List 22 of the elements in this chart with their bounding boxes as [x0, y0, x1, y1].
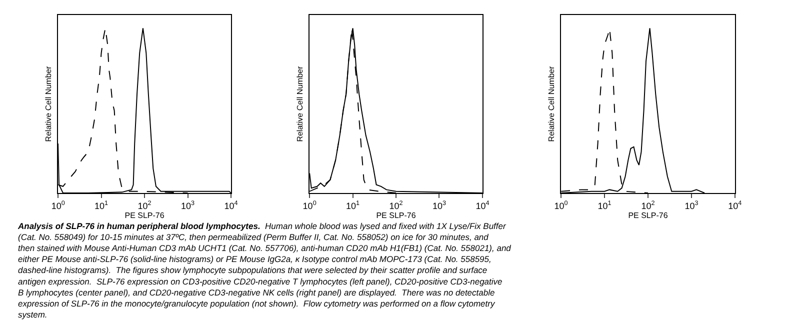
- y-axis-title: Relative Cell Number: [546, 66, 556, 142]
- x-axis-title: PE SLP-76: [376, 210, 416, 220]
- text: Analysis of SLP-76 in human peripheral blood lymphocytes.: [17, 221, 260, 231]
- x-tick-label: 10$^{0}$: [554, 200, 568, 211]
- x-tick-label: 10$^{2}$: [138, 200, 152, 211]
- x-tick-label: 10$^{3}$: [180, 200, 196, 211]
- x-tick-label: 10$^{2}$: [389, 200, 404, 211]
- x-tick-label: 10$^{4}$: [224, 200, 238, 211]
- x-tick-label: 10$^{0}$: [51, 200, 66, 211]
- x-tick-label: 10$^{4}$: [476, 200, 490, 211]
- x-tick-label: 10$^{3}$: [684, 200, 699, 211]
- x-axis-title: PE SLP-76: [628, 210, 668, 220]
- x-tick-label: 10$^{3}$: [432, 200, 446, 211]
- x-tick-label: 10$^{1}$: [598, 200, 612, 211]
- x-tick-label: 10$^{2}$: [641, 200, 656, 211]
- x-tick-label: 10$^{0}$: [302, 200, 317, 211]
- y-axis-title: Relative Cell Number: [295, 66, 304, 142]
- x-tick-label: 10$^{4}$: [728, 200, 742, 211]
- x-tick-label: 10$^{1}$: [346, 200, 360, 211]
- x-axis-title: PE SLP-76: [124, 210, 165, 220]
- y-axis-title: Relative Cell Number: [44, 66, 53, 142]
- x-tick-label: 10$^{1}$: [94, 200, 109, 211]
